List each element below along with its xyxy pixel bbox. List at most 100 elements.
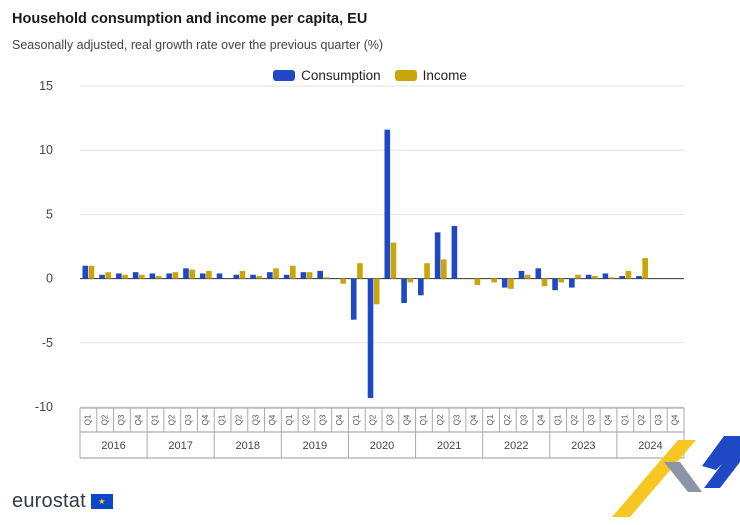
bar-consumption-2021-q1[interactable] [418, 278, 424, 296]
quarter-tick-label: Q2 [369, 414, 378, 425]
bar-consumption-2018-q1[interactable] [216, 273, 223, 279]
bar-income-2020-q4[interactable] [407, 278, 414, 283]
bar-income-2023-q1[interactable] [558, 278, 565, 283]
bar-consumption-2016-q2[interactable] [99, 274, 105, 279]
bar-income-2018-q3[interactable] [256, 276, 263, 279]
bar-income-2024-q2[interactable] [642, 258, 648, 279]
bar-consumption-2022-q4[interactable] [535, 268, 542, 279]
quarter-tick-label: Q3 [117, 414, 126, 425]
quarter-tick-label: Q3 [184, 414, 193, 425]
bar-consumption-2017-q4[interactable] [199, 273, 206, 279]
bar-consumption-2018-q2[interactable] [233, 274, 240, 279]
logo-text: eurostat [12, 490, 86, 512]
bar-consumption-2024-q1[interactable] [619, 276, 625, 279]
bar-income-2020-q1[interactable] [357, 263, 363, 279]
quarter-tick-label: Q4 [604, 414, 613, 425]
legend-item-income[interactable]: Income [394, 68, 467, 83]
bar-consumption-2019-q3[interactable] [317, 270, 323, 279]
bar-consumption-2020-q2[interactable] [367, 278, 374, 399]
quarter-tick-label: Q4 [134, 414, 143, 425]
quarter-tick-label: Q3 [453, 414, 462, 425]
bar-income-2017-q1[interactable] [155, 276, 162, 279]
eurostat-logo[interactable]: eurostat ★ [12, 490, 113, 513]
bar-consumption-2023-q3[interactable] [585, 274, 592, 279]
quarter-tick-label: Q2 [100, 414, 109, 425]
bar-consumption-2018-q4[interactable] [267, 272, 273, 279]
bar-income-2017-q3[interactable] [189, 269, 195, 279]
bar-income-2019-q3[interactable] [323, 277, 330, 279]
bar-income-2016-q3[interactable] [122, 274, 128, 279]
quarter-tick-label: Q4 [201, 414, 210, 425]
bar-income-2019-q2[interactable] [306, 272, 313, 279]
bar-consumption-2021-q2[interactable] [434, 232, 441, 279]
quarter-tick-label: Q4 [268, 414, 277, 425]
bar-income-2021-q1[interactable] [424, 263, 430, 279]
year-tick-label: 2022 [504, 440, 528, 452]
bar-income-2018-q4[interactable] [273, 268, 279, 279]
year-tick-label: 2017 [168, 440, 192, 452]
bar-consumption-2023-q4[interactable] [602, 273, 609, 279]
quarter-tick-label: Q3 [385, 414, 394, 425]
bar-consumption-2022-q2[interactable] [501, 278, 508, 288]
bar-consumption-2016-q1[interactable] [82, 265, 89, 279]
bar-income-2021-q2[interactable] [441, 259, 447, 279]
bar-consumption-2017-q2[interactable] [166, 273, 172, 279]
year-tick-label: 2020 [370, 440, 394, 452]
bar-consumption-2018-q3[interactable] [250, 274, 256, 279]
bar-consumption-2016-q4[interactable] [132, 272, 139, 279]
bar-consumption-2016-q3[interactable] [116, 273, 122, 279]
quarter-tick-label: Q1 [285, 414, 294, 425]
bar-income-2019-q1[interactable] [290, 265, 296, 279]
bar-consumption-2017-q1[interactable] [149, 273, 156, 279]
bar-consumption-2023-q2[interactable] [569, 278, 575, 288]
bar-income-2023-q4[interactable] [608, 277, 615, 279]
bar-income-2017-q4[interactable] [206, 270, 212, 279]
bar-income-2016-q1[interactable] [88, 265, 95, 279]
quarter-tick-label: Q1 [620, 414, 629, 425]
quarter-tick-label: Q2 [570, 414, 579, 425]
legend-swatch-consumption [273, 70, 296, 81]
quarter-tick-label: Q4 [536, 414, 545, 425]
legend-swatch-income [394, 70, 417, 81]
bar-income-2022-q3[interactable] [524, 274, 531, 279]
decor-blue-stripe-top [702, 436, 740, 470]
bar-income-2020-q3[interactable] [390, 242, 397, 279]
bar-income-2023-q2[interactable] [575, 274, 581, 279]
quarter-tick-label: Q2 [436, 414, 445, 425]
bar-consumption-2017-q3[interactable] [183, 268, 189, 279]
bar-consumption-2024-q2[interactable] [636, 276, 642, 279]
bar-income-2020-q2[interactable] [373, 278, 380, 305]
legend-item-consumption[interactable]: Consumption [273, 68, 381, 83]
bar-consumption-2023-q1[interactable] [552, 278, 558, 291]
bar-consumption-2020-q3[interactable] [384, 129, 391, 279]
y-tick-label: -5 [42, 336, 53, 350]
legend-label-income: Income [422, 68, 467, 83]
year-tick-label: 2018 [236, 440, 260, 452]
quarter-tick-label: Q1 [218, 414, 227, 425]
quarter-tick-label: Q3 [251, 414, 260, 425]
bar-income-2018-q2[interactable] [239, 270, 246, 279]
quarter-tick-label: Q2 [302, 414, 311, 425]
bar-income-2022-q1[interactable] [491, 278, 497, 283]
bar-consumption-2022-q3[interactable] [518, 270, 525, 279]
bar-income-2022-q2[interactable] [508, 278, 514, 289]
bar-income-2024-q1[interactable] [625, 270, 632, 279]
y-tick-label: 5 [46, 207, 53, 221]
quarter-tick-label: Q2 [637, 414, 646, 425]
bar-consumption-2020-q1[interactable] [350, 278, 357, 320]
bar-consumption-2020-q4[interactable] [401, 278, 407, 303]
bar-consumption-2019-q2[interactable] [300, 272, 307, 279]
bar-income-2023-q3[interactable] [592, 276, 598, 279]
bar-income-2022-q4[interactable] [541, 278, 548, 287]
bar-income-2019-q4[interactable] [340, 278, 346, 284]
quarter-tick-label: Q1 [553, 414, 562, 425]
quarter-tick-label: Q3 [318, 414, 327, 425]
bar-income-2017-q2[interactable] [172, 272, 179, 279]
decor-yellow-stripe [612, 440, 696, 517]
bar-consumption-2019-q1[interactable] [283, 274, 290, 279]
bar-income-2016-q2[interactable] [105, 272, 112, 279]
bar-income-2021-q4[interactable] [474, 278, 481, 286]
bar-consumption-2021-q3[interactable] [451, 225, 458, 279]
bar-income-2016-q4[interactable] [139, 274, 145, 279]
